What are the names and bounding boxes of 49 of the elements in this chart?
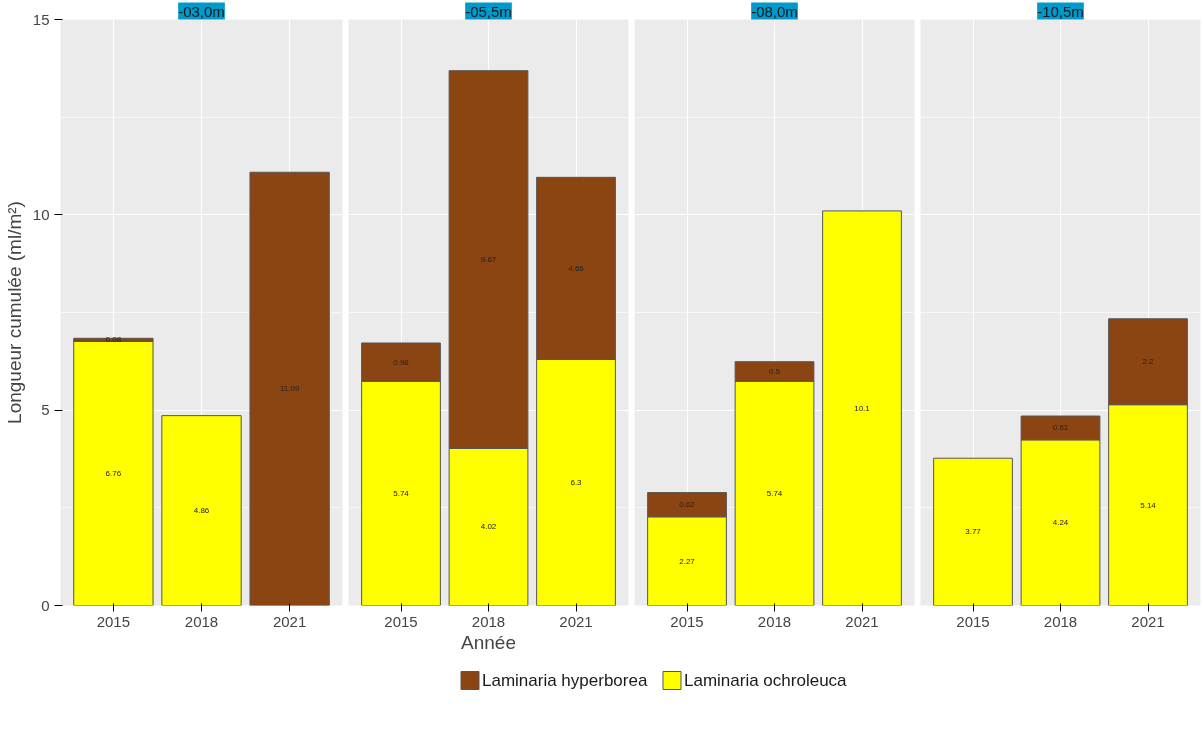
data-label: 4.66 <box>568 263 585 273</box>
x-tick-label: 2015 <box>670 612 704 630</box>
x-tick-label: 2018 <box>1043 612 1078 630</box>
data-label: 0.5 <box>768 366 781 376</box>
bar <box>161 415 242 606</box>
chart-title: -03,0m <box>178 2 225 20</box>
x-tick-label: 2021 <box>272 612 307 630</box>
data-label: 0.08 <box>105 335 122 345</box>
data-label: 10.1 <box>854 403 871 413</box>
data-label: 0.62 <box>679 500 696 510</box>
data-label: 4.02 <box>480 522 497 532</box>
bar <box>933 457 1013 606</box>
data-label: 5.74 <box>393 488 410 498</box>
data-label: 4.86 <box>193 506 210 516</box>
data-label: 0.98 <box>393 357 410 367</box>
chart-title: -05,5m <box>465 2 512 20</box>
x-tick-label: 2018 <box>184 612 219 630</box>
x-tick-label: 2015 <box>384 612 418 630</box>
x-tick-label: 2021 <box>559 612 593 630</box>
legend-label: Laminaria hyperborea <box>482 671 648 690</box>
data-label: 11.09 <box>279 384 300 394</box>
data-label: 6.3 <box>570 477 583 487</box>
data-label: 6.76 <box>105 468 122 478</box>
data-label: 5.14 <box>1140 500 1157 510</box>
chart-title: -10,5m <box>1037 2 1084 20</box>
x-tick-label: 2015 <box>956 612 990 630</box>
x-tick-label: 2021 <box>1131 612 1165 630</box>
x-tick-label: 2021 <box>845 612 879 630</box>
data-label: 2.27 <box>679 556 696 566</box>
bar <box>73 340 154 606</box>
data-label: 3.77 <box>965 527 982 537</box>
data-label: 4.24 <box>1052 518 1069 528</box>
x-tick-label: 2018 <box>471 612 506 630</box>
bar <box>822 210 902 606</box>
bar <box>249 171 330 606</box>
data-label: 2.2 <box>1142 357 1155 367</box>
y-tick-label: 5 <box>41 401 50 419</box>
y-tick-label: 0 <box>41 596 50 614</box>
y-tick-label: 10 <box>32 205 50 223</box>
legend-label: Laminaria ochroleuca <box>684 671 848 690</box>
chart-title: -08,0m <box>751 2 798 20</box>
data-label: 9.67 <box>480 255 497 265</box>
y-axis-title: Longueur cumulée (ml/m²) <box>3 201 25 424</box>
x-axis-title: Année <box>461 631 516 653</box>
y-tick-label: 15 <box>32 10 50 28</box>
data-label: 0.61 <box>1052 423 1069 433</box>
x-tick-label: 2015 <box>96 612 131 630</box>
x-tick-label: 2018 <box>757 612 792 630</box>
data-label: 5.74 <box>766 488 783 498</box>
